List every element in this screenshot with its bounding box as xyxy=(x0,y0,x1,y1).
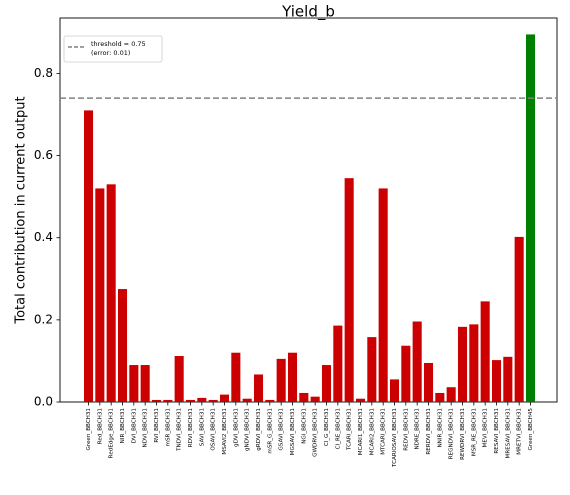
legend-threshold-label: threshold = 0.75 xyxy=(91,40,146,48)
x-tick-label: TCARIOSAVI_BBCH31 xyxy=(392,408,398,468)
x-tick-label: CI_G_BBCH31 xyxy=(324,408,330,447)
y-tick-label: 0.8 xyxy=(34,66,53,80)
bar xyxy=(525,34,536,403)
x-tick-label: REDVI_BBCH31 xyxy=(403,408,409,451)
bar xyxy=(469,324,479,402)
x-tick-label: MSAVI2_BBCH31 xyxy=(222,408,228,455)
x-tick-label: RERDVI_BBCH31 xyxy=(426,408,432,455)
bar xyxy=(197,397,207,402)
x-tick-label: Red_BBCH31 xyxy=(97,408,103,445)
axes-frame xyxy=(59,17,558,403)
bar xyxy=(457,326,468,402)
x-tick-label: gNDVI_BBCH31 xyxy=(245,408,251,451)
bar xyxy=(117,289,128,402)
x-tick-label: NGI_BBCH31 xyxy=(301,408,307,444)
x-tick-label: NDVI_BBCH31 xyxy=(143,408,149,448)
bars-group xyxy=(83,34,536,403)
bar xyxy=(299,392,309,402)
bar xyxy=(491,360,502,402)
bar xyxy=(151,399,162,402)
bar xyxy=(129,365,139,402)
bar xyxy=(265,399,275,402)
x-tick-label: MTCARI_BBCH31 xyxy=(381,408,387,455)
x-tick-label: MSR_RE_BBCH31 xyxy=(471,408,477,457)
x-tick-label: MCARI1_BBCH31 xyxy=(358,408,364,456)
x-tick-label: gRDVI_BBCH31 xyxy=(256,408,262,451)
bar xyxy=(401,345,411,402)
bar xyxy=(83,110,94,402)
bar xyxy=(95,188,105,402)
bar xyxy=(253,374,264,402)
x-tick-label: OSAVI_BBCH31 xyxy=(211,408,217,451)
x-tick-label: TCARI_BBCH31 xyxy=(347,408,353,451)
x-tick-label: RDVI_BBCH31 xyxy=(188,408,194,448)
bar xyxy=(412,321,422,402)
bar xyxy=(435,392,445,402)
bar xyxy=(310,396,320,402)
x-tick-label: RedEdge_BBCH31 xyxy=(109,408,115,459)
bar xyxy=(219,394,230,402)
x-tick-label: SAVI_BBCH31 xyxy=(199,408,205,447)
bar xyxy=(344,178,354,402)
x-tick-label: Green_BBCH31 xyxy=(86,408,92,451)
bar xyxy=(514,236,524,402)
bar xyxy=(378,188,388,402)
bar xyxy=(174,356,184,402)
bar xyxy=(480,301,490,402)
bar xyxy=(355,398,366,402)
x-ticks-group: Green_BBCH31 Red_BBCH31 RedEdge_BBCH31 NIR_… xyxy=(86,402,534,468)
x-tick-label: RESAVI_BBCH31 xyxy=(494,408,500,454)
x-tick-label: NIR_BBCH31 xyxy=(120,408,126,444)
y-tick-label: 0.4 xyxy=(34,230,53,244)
y-tick-label: 0.0 xyxy=(34,395,53,409)
bar xyxy=(242,398,252,402)
bar xyxy=(231,352,241,402)
bar xyxy=(446,387,456,402)
y-ticks-group: 0.0 0.2 0.4 0.6 0.8 xyxy=(34,66,60,409)
x-tick-label: CI_RE_BBCH31 xyxy=(335,408,341,450)
legend: threshold = 0.75 (error: 0.01) xyxy=(63,35,163,63)
bar xyxy=(185,399,196,402)
x-tick-label: MCARI2_BBCH31 xyxy=(369,408,375,456)
x-tick-label: TNDVI_BBCH31 xyxy=(177,408,183,452)
bar xyxy=(106,184,116,402)
x-tick-label: GWDRVI_BBCH31 xyxy=(313,408,319,457)
x-tick-label: NDRE_BBCH31 xyxy=(415,408,421,450)
bar xyxy=(287,352,298,402)
y-tick-label: 0.2 xyxy=(34,312,53,326)
bar xyxy=(140,365,150,402)
bar xyxy=(367,337,377,402)
x-tick-label: RVI_BBCH31 xyxy=(154,408,160,443)
chart-title: Yield_b xyxy=(281,3,335,22)
x-tick-label: MRESAVI_BBCH31 xyxy=(505,408,511,459)
y-axis-label: Total contribution in current output xyxy=(14,96,29,324)
x-tick-label: REGNDVI_BBCH31 xyxy=(449,408,455,460)
x-tick-label: Green_BBCH45 xyxy=(528,408,534,451)
plot-area: 0.0 0.2 0.4 0.6 0.8 Green_BBCH31 Red_BBCH31 Re… xyxy=(34,17,558,468)
bar xyxy=(163,399,173,402)
x-tick-label: MEVI_BBCH31 xyxy=(483,408,489,448)
bar xyxy=(208,399,218,402)
x-tick-label: MGSAVI_BBCH31 xyxy=(290,408,296,456)
bar xyxy=(333,325,343,402)
bar xyxy=(276,358,286,402)
x-tick-label: gDVI_BBCH31 xyxy=(233,408,239,447)
x-tick-label: GSAVI_BBCH31 xyxy=(279,408,285,451)
bar xyxy=(503,356,513,402)
x-tick-label: REWDRVI_BBCH31 xyxy=(460,408,466,460)
x-tick-label: mSR_G_BBCH31 xyxy=(267,408,273,454)
x-tick-label: NNIR_BBCH31 xyxy=(437,408,443,448)
bar xyxy=(423,362,434,402)
bar xyxy=(321,365,332,402)
legend-box xyxy=(63,35,163,63)
y-tick-label: 0.6 xyxy=(34,148,53,162)
legend-error-label: (error: 0.01) xyxy=(91,49,130,57)
x-tick-label: DVI_BBCH31 xyxy=(131,408,137,444)
x-tick-label: mSR_BBCH31 xyxy=(165,408,171,447)
x-tick-label: MRETVI_BBCH31 xyxy=(517,408,523,455)
bar xyxy=(389,379,400,402)
